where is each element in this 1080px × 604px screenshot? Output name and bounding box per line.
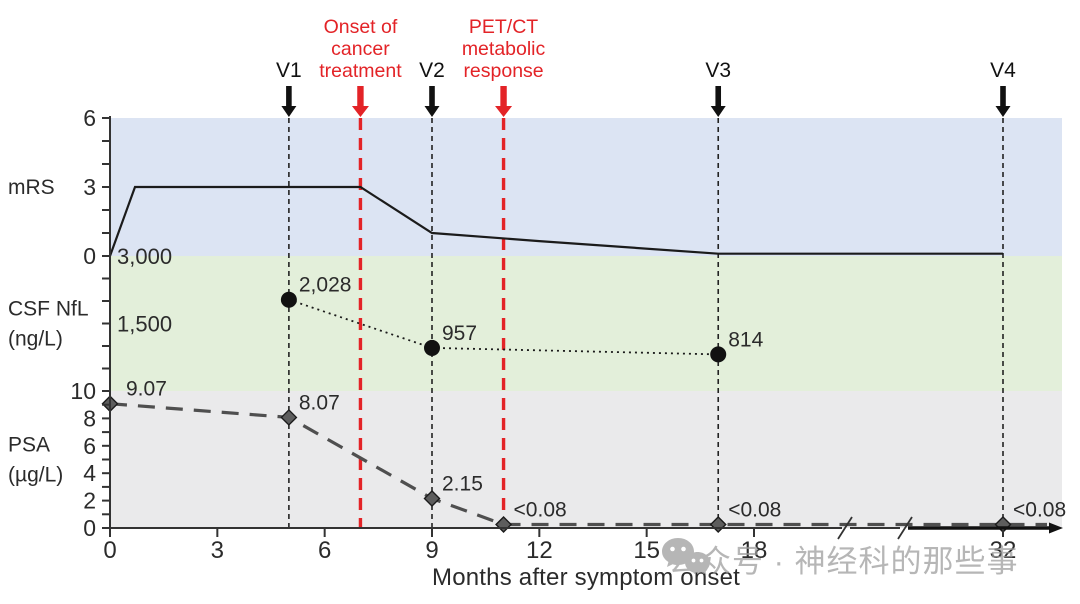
y-tick-label: 10 bbox=[70, 378, 96, 404]
psa-point-label: 8.07 bbox=[299, 391, 340, 414]
band-psa bbox=[110, 391, 1062, 528]
csf-point bbox=[280, 291, 297, 308]
x-tick-label: 6 bbox=[318, 537, 331, 564]
event-label-v1: V1 bbox=[276, 59, 302, 82]
y-tick-label: 0 bbox=[83, 243, 96, 269]
psa-point-label: <0.08 bbox=[514, 499, 567, 522]
y-tick-label: 6 bbox=[83, 105, 96, 131]
x-tick-label: 12 bbox=[526, 537, 553, 564]
event-label-treatment-onset: Onset of bbox=[324, 16, 398, 38]
y-tick-label: 2 bbox=[83, 488, 96, 514]
mrs-line bbox=[108, 185, 1003, 257]
y-tick-label: 4 bbox=[83, 460, 96, 486]
panel-label-mrs: mRS bbox=[8, 176, 55, 199]
event-label-treatment-onset: treatment bbox=[319, 60, 402, 82]
psa-point-label: <0.08 bbox=[728, 499, 781, 522]
psa-point-label: <0.08 bbox=[1013, 499, 1066, 522]
x-tick-label: 32 bbox=[990, 537, 1017, 564]
csf-point-label: 814 bbox=[728, 328, 763, 351]
event-label-petct-response: response bbox=[463, 60, 543, 82]
event-arrow-v2 bbox=[424, 86, 440, 117]
csf-point bbox=[424, 339, 440, 356]
psa-point bbox=[423, 490, 441, 508]
csf-point-label: 2,028 bbox=[299, 274, 352, 297]
event-label-v4: V4 bbox=[990, 59, 1016, 82]
psa-point bbox=[280, 408, 298, 426]
panel-label-csf: (ng/L) bbox=[8, 328, 63, 351]
panel-label-csf: CSF NfL bbox=[8, 298, 89, 321]
event-label-petct-response: metabolic bbox=[462, 38, 546, 60]
event-arrow-v4 bbox=[995, 86, 1011, 117]
y-tick-label: 8 bbox=[83, 405, 96, 431]
band-csf bbox=[110, 256, 1062, 391]
x-tick-label: 15 bbox=[633, 537, 660, 564]
event-label-v3: V3 bbox=[705, 59, 731, 82]
csf-point-label: 957 bbox=[442, 322, 477, 345]
x-axis-arrowhead bbox=[1049, 522, 1063, 534]
x-tick-label: 9 bbox=[425, 537, 438, 564]
x-tick-label: 18 bbox=[741, 537, 768, 564]
event-arrow-treatment-onset bbox=[351, 86, 369, 117]
y-tick-label: 0 bbox=[83, 515, 96, 541]
event-arrow-petct-response bbox=[495, 86, 513, 117]
y-tick-label: 6 bbox=[83, 433, 96, 459]
psa-point-label: 9.07 bbox=[126, 378, 167, 401]
event-arrow-v3 bbox=[710, 86, 726, 117]
x-tick-label: 3 bbox=[211, 537, 224, 564]
csf-axis-label: 1,500 bbox=[117, 312, 172, 337]
y-tick-label: 3 bbox=[83, 174, 96, 200]
x-axis-title: Months after symptom onset bbox=[432, 564, 740, 591]
axis-break-slash bbox=[837, 516, 853, 540]
psa-point-label: 2.15 bbox=[442, 473, 483, 496]
panel-label-psa: (µg/L) bbox=[8, 464, 63, 487]
event-label-v2: V2 bbox=[419, 59, 445, 82]
event-label-petct-response: PET/CT bbox=[469, 16, 538, 38]
csf-point bbox=[710, 346, 727, 363]
x-tick-label: 0 bbox=[103, 537, 116, 564]
csf-axis-label: 3,000 bbox=[117, 244, 172, 269]
event-label-treatment-onset: cancer bbox=[331, 38, 390, 60]
event-arrow-v1 bbox=[281, 86, 297, 117]
axis-break-slash bbox=[897, 516, 913, 540]
panel-label-psa: PSA bbox=[8, 434, 50, 457]
